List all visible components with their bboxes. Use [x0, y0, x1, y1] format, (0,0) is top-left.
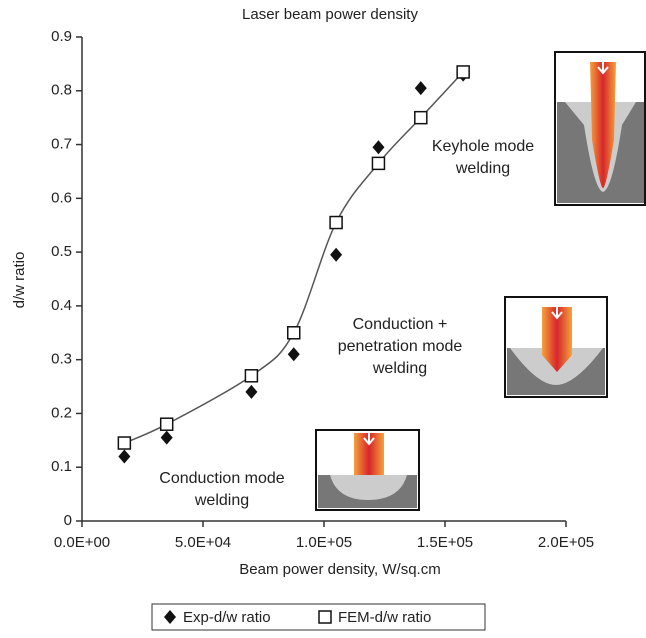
- square-point: [456, 65, 470, 79]
- annotation: Conduction +: [353, 316, 448, 333]
- x-tick-label: 1.0E+05: [296, 534, 352, 551]
- annotation: welding: [372, 360, 427, 377]
- diamond-point: [372, 140, 385, 155]
- x-axis-label: Beam power density, W/sq.cm: [239, 561, 440, 578]
- penetration-illustration: [504, 296, 608, 398]
- diamond-point: [287, 347, 300, 362]
- chart-title: Laser beam power density: [242, 6, 418, 23]
- x-tick-label: 0.0E+00: [54, 534, 110, 551]
- annotation: welding: [455, 160, 510, 177]
- annotation: Keyhole mode: [432, 138, 534, 155]
- y-tick-label: 0: [64, 512, 72, 529]
- y-tick-label: 0.6: [51, 189, 72, 206]
- keyhole-illustration: [554, 51, 646, 206]
- conduction-illustration: [315, 429, 420, 511]
- diamond-point: [414, 81, 427, 96]
- square-point: [287, 326, 301, 340]
- x-tick-label: 2.0E+05: [538, 534, 594, 551]
- legend-label: Exp-d/w ratio: [183, 609, 271, 626]
- legend-label: FEM-d/w ratio: [338, 609, 431, 626]
- square-point: [159, 417, 174, 431]
- y-tick-label: 0.3: [51, 351, 72, 368]
- annotation: welding: [194, 492, 249, 509]
- y-tick-label: 0.1: [51, 458, 72, 475]
- square-point: [414, 110, 428, 125]
- y-tick-label: 0.5: [51, 243, 72, 260]
- y-axis-label: d/w ratio: [11, 252, 28, 309]
- square-point: [329, 215, 343, 230]
- x-tick-label: 1.5E+05: [417, 534, 473, 551]
- diamond-point: [245, 384, 258, 399]
- square-point: [117, 436, 132, 450]
- annotation: penetration mode: [338, 338, 463, 355]
- y-tick-label: 0.4: [51, 297, 72, 314]
- square-point: [244, 369, 259, 383]
- legend-marker: [164, 610, 176, 624]
- y-tick-label: 0.7: [51, 136, 72, 153]
- y-tick-label: 0.9: [51, 28, 72, 45]
- diamond-point: [160, 430, 173, 445]
- square-point: [371, 156, 386, 171]
- annotation: Conduction mode: [159, 470, 285, 487]
- legend-marker: [318, 610, 332, 624]
- fit-curve: [124, 71, 464, 444]
- y-tick-label: 0.2: [51, 404, 72, 421]
- diamond-point: [330, 247, 343, 262]
- diamond-point: [118, 449, 131, 464]
- x-tick-label: 5.0E+04: [175, 534, 231, 551]
- y-tick-label: 0.8: [51, 82, 72, 99]
